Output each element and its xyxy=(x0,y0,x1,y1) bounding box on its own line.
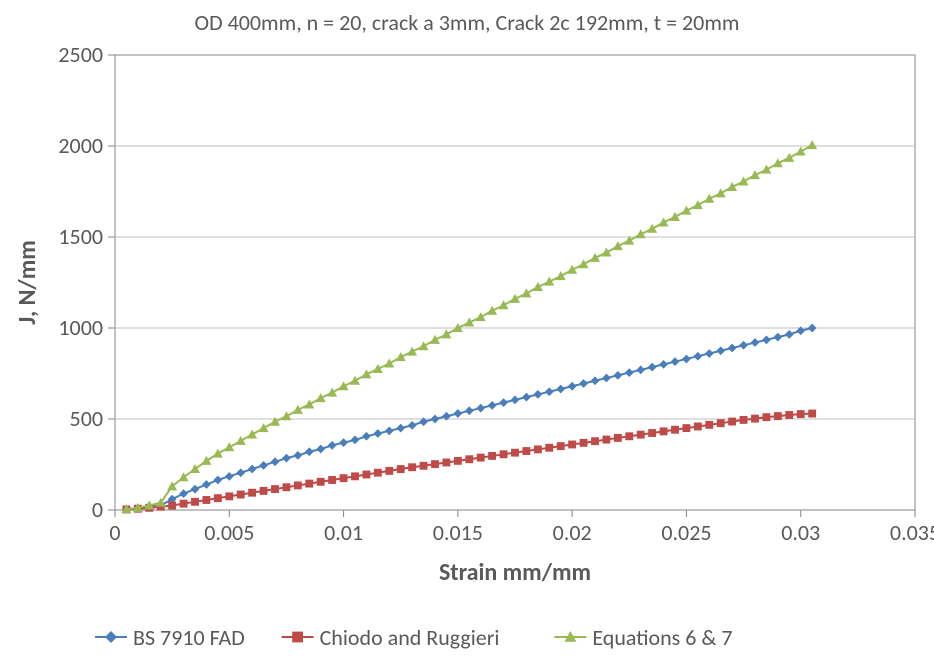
svg-text:Equations 6 & 7: Equations 6 & 7 xyxy=(592,624,732,651)
svg-text:2000: 2000 xyxy=(58,132,103,159)
svg-text:500: 500 xyxy=(70,405,103,432)
svg-text:BS 7910 FAD: BS 7910 FAD xyxy=(133,624,245,651)
svg-text:Chiodo and Ruggieri: Chiodo and Ruggieri xyxy=(320,624,500,651)
chart-svg: OD 400mm, n = 20, crack a 3mm, Crack 2c … xyxy=(0,0,934,667)
svg-text:0.02: 0.02 xyxy=(553,519,592,546)
svg-text:0.005: 0.005 xyxy=(204,519,254,546)
svg-text:0: 0 xyxy=(109,519,120,546)
svg-text:0.015: 0.015 xyxy=(433,519,483,546)
svg-text:J, N/mm: J, N/mm xyxy=(13,240,42,325)
svg-text:Strain mm/mm: Strain mm/mm xyxy=(439,558,591,587)
svg-text:0.025: 0.025 xyxy=(661,519,711,546)
svg-text:1500: 1500 xyxy=(58,223,103,250)
svg-text:0.01: 0.01 xyxy=(324,519,363,546)
svg-text:OD 400mm, n = 20, crack a 3m: OD 400mm, n = 20, crack a 3mm, Crack 2c … xyxy=(195,9,740,36)
svg-text:1000: 1000 xyxy=(58,314,103,341)
svg-text:0.03: 0.03 xyxy=(781,519,820,546)
chart-container: OD 400mm, n = 20, crack a 3mm, Crack 2c … xyxy=(0,0,934,667)
svg-text:0: 0 xyxy=(92,496,103,523)
legend: BS 7910 FAD Chiodo and Ruggieri Equations … xyxy=(95,624,733,651)
svg-text:0.035: 0.035 xyxy=(890,519,934,546)
svg-text:2500: 2500 xyxy=(58,41,103,68)
